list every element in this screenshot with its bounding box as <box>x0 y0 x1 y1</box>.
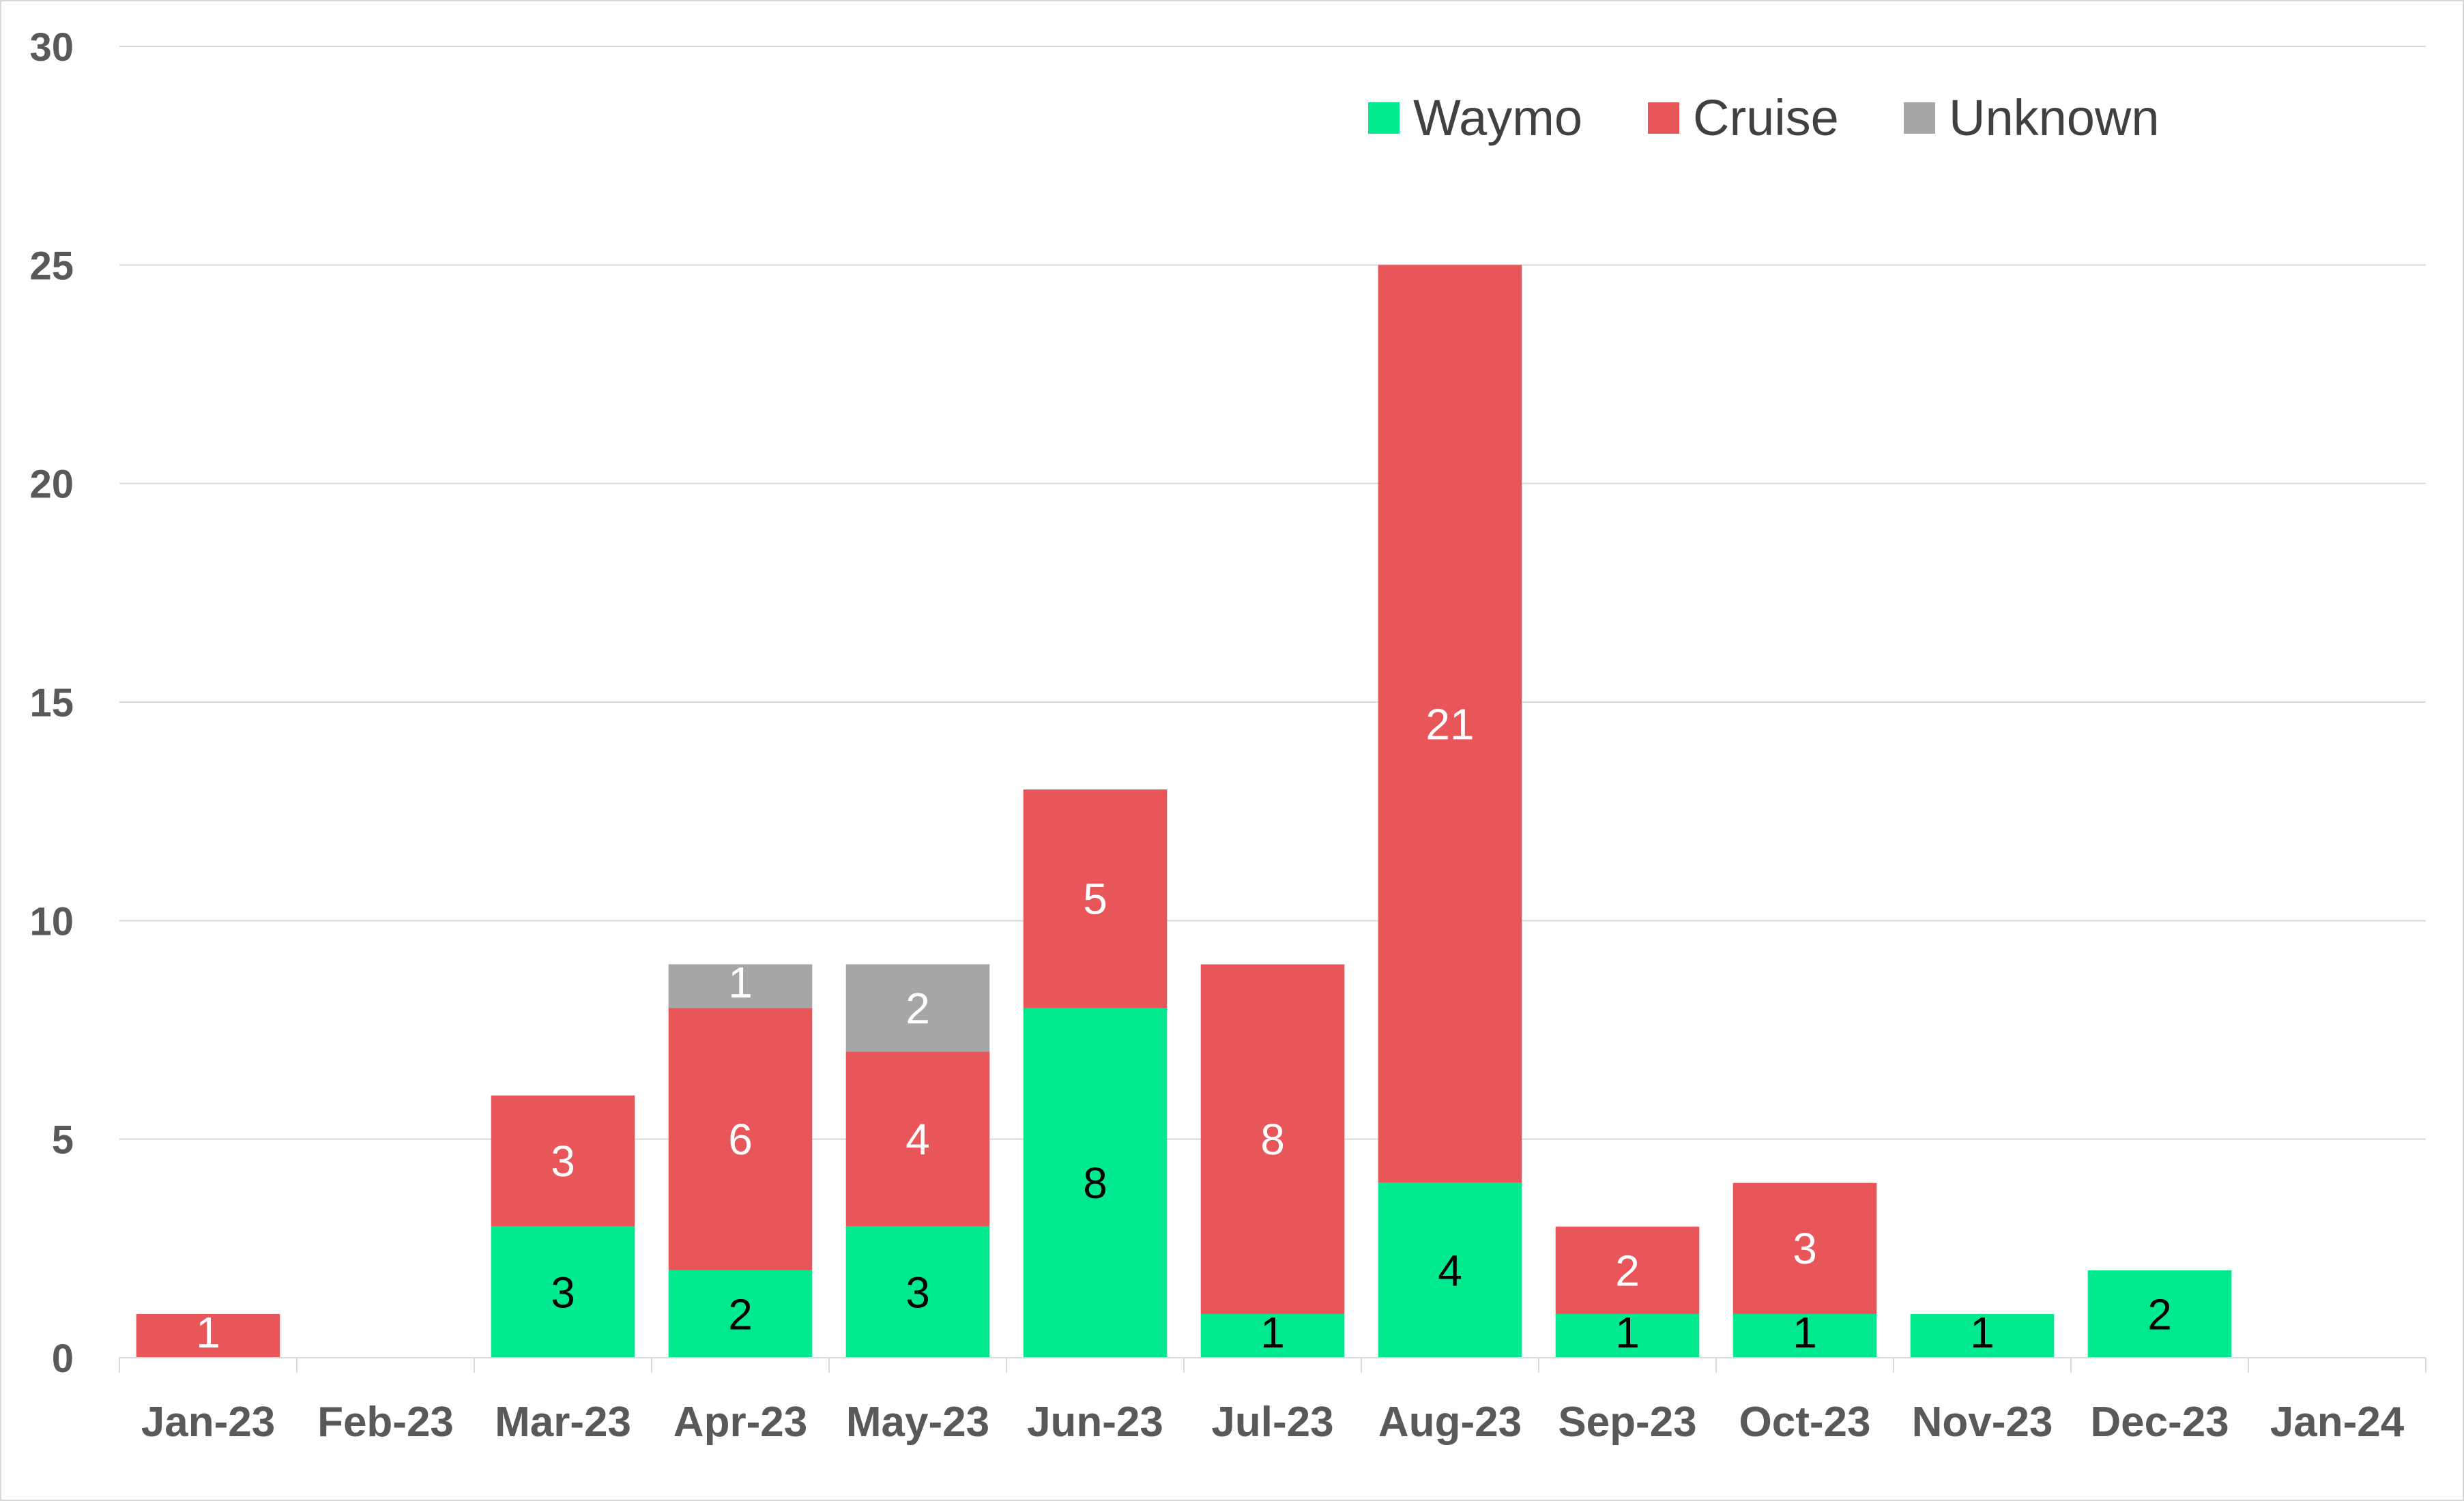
x-tick-label-Dec-23: Dec-23 <box>2090 1399 2229 1446</box>
data-label-waymo-jun-23: 8 <box>1083 1158 1107 1208</box>
legend: Waymo Cruise Unknown <box>1368 89 2160 146</box>
bar-waymo-aug-23 <box>1378 1182 1522 1358</box>
y-tick-label-0: 0 <box>52 1337 74 1381</box>
y-tick-label-20: 20 <box>29 463 74 507</box>
bar-waymo-dec-23 <box>2087 1270 2232 1358</box>
legend-item-unknown: Unknown <box>1904 89 2160 146</box>
x-tick-label-Feb-23: Feb-23 <box>317 1399 454 1446</box>
legend-label-cruise: Cruise <box>1693 89 1839 146</box>
data-label-waymo-apr-23: 2 <box>728 1289 753 1339</box>
data-label-cruise-jan-23: 1 <box>196 1308 220 1357</box>
bar-waymo-mar-23 <box>491 1226 635 1358</box>
data-label-unknown-may-23: 2 <box>905 984 930 1033</box>
bar-cruise-sep-23 <box>1555 1226 1700 1314</box>
bar-cruise-mar-23 <box>491 1095 635 1227</box>
x-tick-label-Jun-23: Jun-23 <box>1027 1399 1163 1446</box>
bar-cruise-oct-23 <box>1733 1182 1877 1314</box>
data-label-cruise-oct-23: 3 <box>1793 1224 1817 1273</box>
y-axis: 0 5 10 15 20 25 30 <box>29 25 74 1381</box>
data-label-waymo-dec-23: 2 <box>2147 1289 2172 1339</box>
data-label-cruise-jun-23: 5 <box>1083 875 1107 924</box>
x-tick-label-Jan-23: Jan-23 <box>141 1399 275 1446</box>
legend-swatch-unknown <box>1904 102 1935 134</box>
x-tick-label-Sep-23: Sep-23 <box>1558 1399 1696 1446</box>
x-tick-label-Aug-23: Aug-23 <box>1378 1399 1522 1446</box>
data-label-cruise-apr-23: 6 <box>728 1115 753 1164</box>
legend-item-cruise: Cruise <box>1648 89 1839 146</box>
data-label-waymo-may-23: 3 <box>905 1268 930 1317</box>
data-label-waymo-mar-23: 3 <box>551 1268 575 1317</box>
x-tick-label-Jul-23: Jul-23 <box>1211 1399 1333 1446</box>
bar-cruise-apr-23 <box>668 1008 813 1270</box>
data-label-cruise-mar-23: 3 <box>551 1137 575 1186</box>
bar-cruise-jul-23 <box>1200 964 1345 1314</box>
y-tick-label-30: 30 <box>29 25 74 70</box>
bar-cruise-may-23 <box>845 1051 990 1227</box>
x-tick-label-Jan-24: Jan-24 <box>2270 1399 2405 1446</box>
bars <box>136 265 2232 1358</box>
data-label-cruise-aug-23: 21 <box>1425 699 1474 748</box>
bar-waymo-oct-23 <box>1733 1313 1877 1358</box>
bar-waymo-sep-23 <box>1555 1313 1700 1358</box>
x-tick-label-May-23: May-23 <box>846 1399 989 1446</box>
bar-unknown-apr-23 <box>668 964 813 1008</box>
bar-waymo-nov-23 <box>1910 1313 2055 1358</box>
legend-swatch-cruise <box>1648 102 1679 134</box>
x-tick-label-Oct-23: Oct-23 <box>1739 1399 1871 1446</box>
data-label-cruise-sep-23: 2 <box>1615 1246 1640 1295</box>
data-label-waymo-nov-23: 1 <box>1970 1308 1995 1357</box>
x-tick-label-Nov-23: Nov-23 <box>1912 1399 2053 1446</box>
bar-waymo-apr-23 <box>668 1270 813 1358</box>
bar-waymo-may-23 <box>845 1226 990 1358</box>
legend-label-waymo: Waymo <box>1413 89 1582 146</box>
x-tick-label-Mar-23: Mar-23 <box>495 1399 631 1446</box>
data-label-cruise-jul-23: 8 <box>1260 1115 1285 1164</box>
legend-swatch-waymo <box>1368 102 1400 134</box>
x-tick-label-Apr-23: Apr-23 <box>673 1399 807 1446</box>
x-axis: Jan-23 Feb-23 Mar-23 Apr-23 May-23 Jun-23 Jul-… <box>119 1357 2426 1446</box>
legend-item-waymo: Waymo <box>1368 89 1582 146</box>
bar-waymo-jul-23 <box>1200 1313 1345 1358</box>
bar-cruise-jun-23 <box>1023 789 1168 1008</box>
data-label-waymo-jul-23: 1 <box>1260 1308 1285 1357</box>
y-tick-label-10: 10 <box>29 899 74 944</box>
data-label-unknown-apr-23: 1 <box>728 958 753 1007</box>
data-label-waymo-oct-23: 1 <box>1793 1308 1817 1357</box>
bar-waymo-jun-23 <box>1023 1008 1168 1358</box>
y-tick-label-15: 15 <box>29 681 74 725</box>
bar-cruise-jan-23 <box>136 1313 280 1358</box>
y-tick-label-25: 25 <box>29 244 74 288</box>
bar-unknown-may-23 <box>845 964 990 1052</box>
y-tick-label-5: 5 <box>52 1118 74 1163</box>
data-label-waymo-sep-23: 1 <box>1615 1308 1640 1357</box>
data-label-cruise-may-23: 4 <box>905 1115 930 1164</box>
legend-label-unknown: Unknown <box>1949 89 2160 146</box>
bar-cruise-aug-23 <box>1378 265 1522 1183</box>
data-label-waymo-aug-23: 4 <box>1438 1246 1462 1295</box>
